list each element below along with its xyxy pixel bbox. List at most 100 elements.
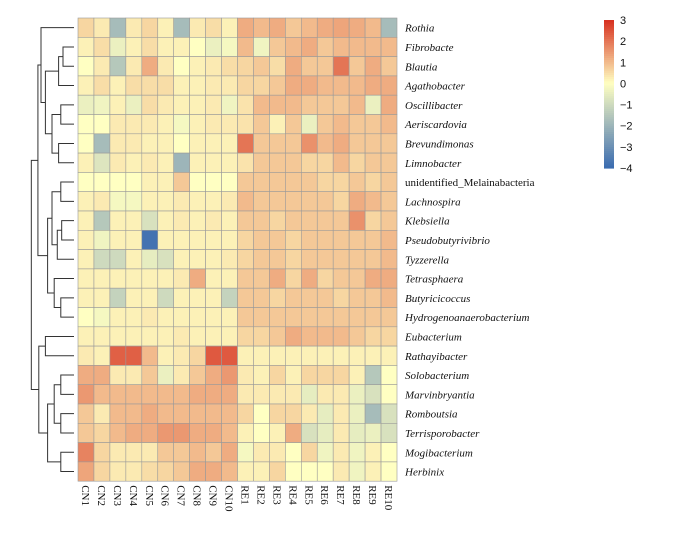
- legend-gradient-step: [604, 85, 614, 89]
- heatmap-cell: [364, 461, 382, 482]
- column-label: RE7: [334, 485, 346, 505]
- heatmap-cell: [77, 442, 95, 463]
- heatmap-cell: [205, 191, 222, 212]
- heatmap-cell: [316, 172, 334, 192]
- heatmap-cell: [173, 384, 190, 405]
- heatmap-cell: [237, 114, 254, 135]
- heatmap-cell: [332, 152, 350, 173]
- heatmap-cell: [205, 75, 222, 96]
- heatmap-cell: [93, 403, 111, 424]
- heatmap-cell: [300, 114, 318, 135]
- legend-gradient-step: [604, 70, 614, 74]
- heatmap-cell: [205, 287, 222, 308]
- heatmap-cell: [380, 210, 398, 231]
- heatmap-cell: [332, 345, 350, 366]
- dendrogram-branch: [51, 114, 61, 154]
- legend-gradient-step: [604, 74, 614, 78]
- legend-gradient-step: [604, 161, 614, 165]
- heatmap-cell: [237, 56, 254, 77]
- legend-gradient-step: [604, 163, 614, 167]
- heatmap-cell: [348, 461, 366, 482]
- heatmap-cell: [125, 172, 143, 192]
- heatmap-cell: [157, 114, 174, 135]
- heatmap-cell: [205, 403, 222, 424]
- heatmap-cell: [285, 249, 302, 270]
- legend-gradient-step: [604, 155, 614, 159]
- heatmap-cell: [269, 307, 286, 328]
- legend-gradient-step: [604, 140, 614, 144]
- heatmap-cell: [316, 307, 334, 328]
- heatmap-cell: [237, 210, 254, 231]
- heatmap-cell: [141, 268, 159, 289]
- heatmap-cell: [364, 17, 382, 38]
- heatmap-cell: [285, 365, 302, 385]
- heatmap-cell: [157, 17, 174, 38]
- column-label: CN1: [79, 485, 91, 506]
- heatmap-cell: [316, 36, 334, 57]
- heatmap-cell: [237, 172, 254, 192]
- heatmap-cell: [285, 230, 302, 250]
- legend-gradient-step: [604, 104, 614, 108]
- heatmap-cell: [205, 249, 222, 270]
- heatmap-cell: [173, 36, 190, 57]
- heatmap-cell: [141, 384, 159, 405]
- heatmap-cell: [348, 133, 366, 154]
- heatmap-cell: [380, 307, 398, 328]
- heatmap-cell: [348, 422, 366, 443]
- heatmap-cell: [237, 94, 254, 115]
- heatmap-cell: [125, 287, 143, 308]
- legend-gradient-step: [604, 165, 614, 169]
- legend-gradient-step: [604, 121, 614, 125]
- dendrogram-branch: [60, 413, 74, 434]
- legend-gradient-step: [604, 60, 614, 63]
- heatmap-cell: [253, 210, 270, 231]
- heatmap-cell: [205, 210, 222, 231]
- heatmap-cell: [348, 345, 366, 366]
- heatmap-cell: [316, 94, 334, 115]
- heatmap-cell: [316, 287, 334, 308]
- heatmap-cell: [316, 365, 334, 385]
- legend-tick-label: 2: [620, 36, 626, 48]
- heatmap-cell: [364, 152, 382, 173]
- heatmap-cell: [109, 17, 127, 38]
- heatmap-cell: [364, 75, 382, 96]
- heatmap-cell: [380, 326, 398, 347]
- heatmap-cell: [221, 17, 238, 38]
- row-label: Lachnospira: [404, 196, 461, 208]
- column-label: RE5: [302, 485, 314, 505]
- heatmap-cell: [285, 307, 302, 328]
- heatmap-cell: [157, 152, 174, 173]
- heatmap-cell: [125, 345, 143, 366]
- heatmap-cell: [93, 133, 111, 154]
- heatmap-cell: [173, 345, 190, 366]
- heatmap-cell: [141, 94, 159, 115]
- legend-gradient-step: [604, 119, 614, 123]
- row-label: Terrisporobacter: [405, 428, 480, 440]
- heatmap-cell: [141, 365, 159, 385]
- dendrogram-branch: [47, 217, 55, 294]
- heatmap-cell: [269, 326, 286, 347]
- heatmap-cell: [141, 17, 159, 38]
- heatmap-cell: [141, 210, 159, 231]
- heatmap-cell: [109, 249, 127, 270]
- heatmap-cell: [125, 152, 143, 173]
- heatmap-cell: [269, 345, 286, 366]
- heatmap-cell: [285, 268, 302, 289]
- heatmap-cell: [332, 191, 350, 212]
- heatmap-cell: [77, 365, 95, 385]
- heatmap-cell: [300, 249, 318, 270]
- heatmap-cell: [157, 287, 174, 308]
- heatmap-cell: [364, 172, 382, 192]
- heatmap-cell: [332, 210, 350, 231]
- heatmap-cell: [125, 210, 143, 231]
- heatmap-cell: [300, 307, 318, 328]
- heatmap-cell: [300, 36, 318, 57]
- heatmap-cell: [253, 268, 270, 289]
- heatmap-cell: [269, 36, 286, 57]
- legend-gradient-step: [604, 117, 614, 120]
- heatmap-cell: [300, 422, 318, 443]
- row-label: Rathayibacter: [404, 351, 468, 363]
- heatmap-cell: [348, 114, 366, 135]
- heatmap-cell: [237, 403, 254, 424]
- heatmap-cell: [348, 287, 366, 308]
